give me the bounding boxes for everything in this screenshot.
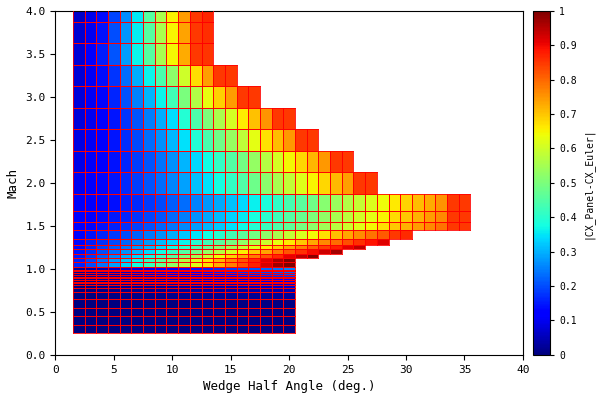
X-axis label: Wedge Half Angle (deg.): Wedge Half Angle (deg.) (203, 380, 376, 393)
Y-axis label: |CX_Panel-CX_Euler|: |CX_Panel-CX_Euler| (583, 127, 593, 239)
Y-axis label: Mach: Mach (7, 168, 20, 198)
